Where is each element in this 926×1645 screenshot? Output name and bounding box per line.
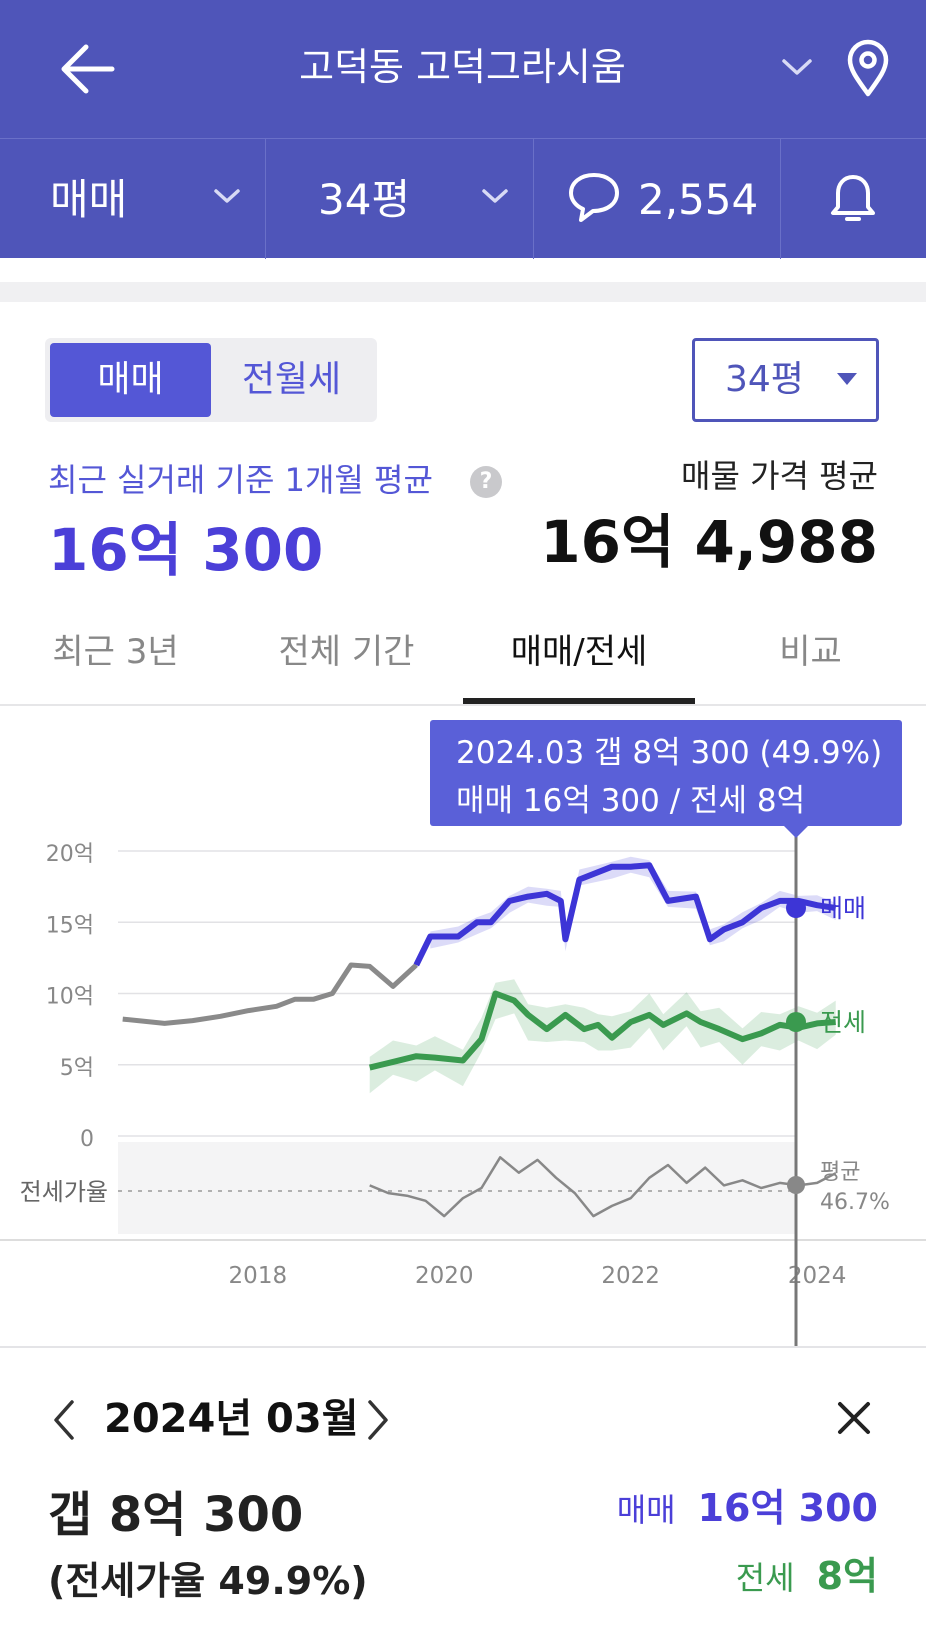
jeonse-ratio: (전세가율 49.9%) — [48, 1559, 368, 1603]
close-icon[interactable] — [834, 1398, 874, 1438]
help-icon[interactable]: ? — [470, 466, 502, 498]
ratio-band-label: 전세가율 — [20, 1178, 108, 1206]
y-tick-label: 5억 — [60, 1056, 94, 1081]
tooltip-pointer — [784, 826, 808, 838]
tooltip-line-1: 2024.03 갭 8억 300 (49.9%) — [456, 735, 883, 771]
chevron-down-icon — [214, 189, 240, 203]
jeonse-ratio-line — [369, 1156, 837, 1218]
tab-recent-3y[interactable]: 최근 3년 — [52, 632, 179, 672]
sale-price-value: 16억 300 — [697, 1486, 878, 1530]
recent-average-label: 최근 실거래 기준 1개월 평균 — [48, 461, 433, 499]
x-tick-label: 2022 — [601, 1263, 660, 1289]
speech-bubble-icon — [569, 173, 619, 222]
complex-title[interactable]: 고덕동 고덕그라시움 — [299, 45, 626, 89]
sale-price-row: 매매 16억 300 — [617, 1482, 878, 1542]
recent-average-value: 16억 300 — [48, 516, 324, 584]
listing-average-label: 매물 가격 평균 — [681, 457, 878, 495]
sale-price-line — [413, 862, 837, 967]
detail-divider — [0, 1346, 926, 1348]
y-tick-label: 0 — [80, 1127, 94, 1152]
jeonse-price-line — [368, 990, 836, 1071]
deal-type-label: 매매 — [50, 175, 128, 224]
ratio-average-label: 평균 — [820, 1160, 860, 1185]
deal-type-dropdown[interactable]: 매매 — [0, 139, 266, 259]
x-tick-label: 2024 — [788, 1263, 847, 1289]
filter-bar: 매매 34평 2,554 — [0, 138, 926, 259]
deal-segment-control: 매매 전월세 — [45, 338, 377, 422]
chart-tabs: 최근 3년 전체 기간 매매/전세 비교 — [0, 620, 926, 706]
chart-tooltip: 2024.03 갭 8억 300 (49.9%) 매매 16억 300 / 전세… — [430, 720, 902, 826]
segment-rent[interactable]: 전월세 — [241, 359, 342, 400]
tab-all-period[interactable]: 전체 기간 — [278, 632, 415, 672]
ratio-end-dot — [787, 1176, 805, 1194]
tooltip-line-2: 매매 16억 300 / 전세 8억 — [456, 783, 806, 819]
sale-end-dot — [786, 898, 806, 918]
jeonse-price-label: 전세 — [735, 1559, 795, 1597]
sale-history-line — [122, 962, 418, 1026]
tab-compare[interactable]: 비교 — [779, 632, 842, 672]
chevron-right-icon[interactable] — [362, 1396, 394, 1444]
chevron-down-icon[interactable] — [778, 50, 816, 84]
caret-down-icon — [837, 373, 857, 385]
period-label: 2024년 03월 — [104, 1396, 359, 1442]
x-tick-label: 2018 — [229, 1263, 288, 1289]
y-tick-label: 20억 — [46, 842, 94, 867]
tab-sale-jeonse[interactable]: 매매/전세 — [510, 632, 648, 672]
active-tab-indicator — [463, 698, 695, 704]
location-pin-icon[interactable] — [842, 36, 894, 100]
listing-average-value: 16억 4,988 — [540, 508, 878, 576]
top-app-bar: 고덕동 고덕그라시움 — [0, 0, 926, 138]
jeonse-price-row: 전세 8억 — [736, 1550, 878, 1610]
y-tick-label: 15억 — [46, 913, 94, 938]
area-dropdown[interactable]: 34평 — [266, 139, 534, 259]
jeonse-range-band — [369, 979, 836, 1094]
ratio-band-bg — [118, 1142, 796, 1234]
sale-end-label: 매매 — [820, 894, 866, 923]
bell-icon — [831, 175, 875, 221]
area-select[interactable]: 34평 — [692, 338, 879, 422]
area-select-label: 34평 — [725, 359, 804, 400]
jeonse-end-label: 전세 — [820, 1008, 866, 1037]
ratio-average-value: 46.7% — [820, 1190, 890, 1215]
comment-count: 2,554 — [638, 175, 759, 224]
area-label: 34평 — [318, 175, 411, 224]
y-tick-label: 10억 — [46, 985, 94, 1010]
comments-button[interactable]: 2,554 — [534, 139, 781, 259]
section-divider — [0, 282, 926, 302]
segment-sale[interactable]: 매매 — [50, 343, 211, 417]
x-tick-label: 2020 — [415, 1263, 474, 1289]
chevron-left-icon[interactable] — [48, 1396, 80, 1444]
jeonse-end-dot — [786, 1012, 806, 1032]
jeonse-price-value: 8억 — [816, 1554, 878, 1598]
chevron-down-icon — [482, 189, 508, 203]
gap-amount: 갭 8억 300 — [48, 1487, 304, 1543]
back-arrow-icon[interactable] — [52, 36, 122, 102]
notification-button[interactable] — [781, 139, 926, 259]
sale-price-label: 매매 — [616, 1491, 676, 1529]
